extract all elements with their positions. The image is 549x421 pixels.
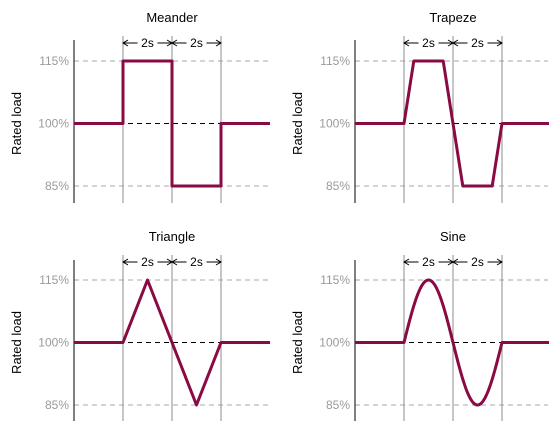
duration-arrow: 2s	[403, 36, 454, 50]
y-axis-label: Rated load	[9, 311, 24, 374]
y-tick-label: 115%	[39, 54, 69, 68]
duration-arrow: 2s	[122, 255, 173, 269]
arrow-head-left	[403, 39, 410, 47]
duration-label: 2s	[422, 255, 435, 269]
duration-label: 2s	[141, 36, 154, 50]
duration-label: 2s	[190, 255, 203, 269]
y-tick-label: 100%	[38, 336, 69, 350]
signal-line-meander	[74, 59, 270, 188]
signal-line-sine	[355, 278, 549, 407]
panel-title: Triangle	[149, 229, 195, 244]
duration-arrow: 2s	[171, 255, 222, 269]
duration-arrow: 2s	[452, 255, 503, 269]
arrow-head-left	[122, 39, 129, 47]
y-tick-label: 115%	[39, 273, 69, 287]
y-tick-label: 85%	[45, 398, 69, 412]
panel-title: Sine	[440, 229, 466, 244]
duration-arrow: 2s	[452, 36, 503, 50]
arrow-head-left	[171, 258, 178, 266]
y-tick-label: 85%	[326, 398, 350, 412]
duration-arrow: 2s	[122, 36, 173, 50]
panel-triangle: Triangle 115% 100% 85% Rated load 2s 2s	[9, 229, 270, 421]
arrow-head-left	[171, 39, 178, 47]
arrow-head-right	[496, 258, 503, 266]
signal-line-triangle	[74, 278, 270, 407]
signal-line-trapeze	[355, 59, 549, 188]
arrow-head-left	[452, 258, 459, 266]
duration-label: 2s	[141, 255, 154, 269]
y-tick-label: 115%	[320, 54, 350, 68]
panel-trapeze: Trapeze 115% 100% 85% Rated load 2s 2s	[290, 10, 549, 203]
y-tick-label: 100%	[319, 117, 350, 131]
duration-label: 2s	[422, 36, 435, 50]
arrow-head-right	[496, 39, 503, 47]
y-axis-label: Rated load	[290, 92, 305, 155]
duration-label: 2s	[190, 36, 203, 50]
y-tick-label: 85%	[45, 179, 69, 193]
panel-meander: Meander 115% 100% 85% Rated load 2s 2s	[9, 10, 270, 203]
panel-title: Meander	[146, 10, 198, 25]
y-tick-label: 100%	[38, 117, 69, 131]
panel-title: Trapeze	[429, 10, 476, 25]
duration-label: 2s	[471, 255, 484, 269]
arrow-head-left	[122, 258, 129, 266]
arrow-head-left	[403, 258, 410, 266]
y-tick-label: 85%	[326, 179, 350, 193]
duration-arrow: 2s	[171, 36, 222, 50]
duration-arrow: 2s	[403, 255, 454, 269]
duration-label: 2s	[471, 36, 484, 50]
y-axis-label: Rated load	[9, 92, 24, 155]
y-axis-label: Rated load	[290, 311, 305, 374]
panel-sine: Sine 115% 100% 85% Rated load 2s 2s	[290, 229, 549, 421]
arrow-head-right	[215, 39, 222, 47]
arrow-head-left	[452, 39, 459, 47]
y-tick-label: 115%	[320, 273, 350, 287]
arrow-head-right	[215, 258, 222, 266]
y-tick-label: 100%	[319, 336, 350, 350]
